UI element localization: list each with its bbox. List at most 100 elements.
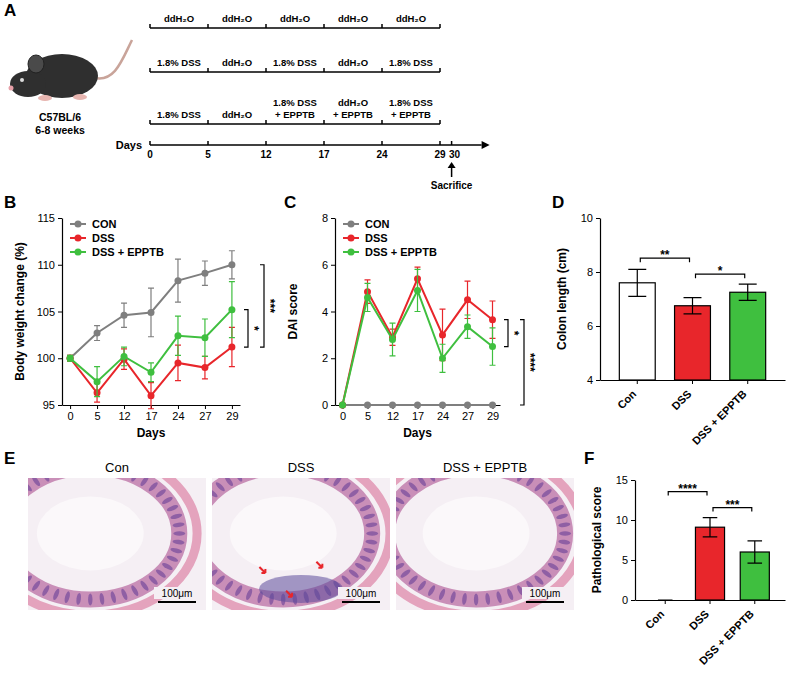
- significance-label: ***: [725, 498, 739, 512]
- error-bar: [739, 284, 757, 300]
- crypt: [359, 504, 372, 513]
- histology-image: 100μm: [369, 452, 583, 616]
- mouse-tail: [95, 40, 132, 78]
- tick-mark: [207, 141, 209, 145]
- axis-title: Body weight change (%): [13, 242, 27, 381]
- crypt: [155, 568, 167, 579]
- tick-mark: [439, 141, 441, 145]
- mouse-foot: [38, 95, 52, 101]
- timeline-tick: [323, 24, 325, 28]
- timeline-tick: [265, 24, 267, 28]
- axis-title: Days: [403, 426, 432, 440]
- marker: [364, 402, 371, 409]
- legend-entry: DSS: [70, 232, 115, 244]
- timeline-row: 1.8% DSSddH₂O1.8% DSSddH₂O1.8% DSS: [150, 57, 440, 72]
- axis-title: Pathological score: [590, 486, 604, 593]
- tick: 4: [322, 306, 335, 318]
- panel-letter: D: [552, 193, 564, 212]
- marker: [364, 294, 371, 301]
- crypt: [556, 547, 569, 554]
- tick-label: 29: [434, 149, 446, 160]
- crypt: [396, 562, 405, 572]
- crypt: [234, 584, 244, 597]
- crypt: [348, 488, 360, 499]
- timeline-segment: [266, 27, 324, 29]
- timeline-tick: [439, 24, 441, 28]
- tick: 5: [622, 554, 635, 566]
- tick-label: 2: [322, 352, 328, 364]
- tick-label: 0: [622, 594, 628, 606]
- marker: [389, 402, 396, 409]
- crypt: [348, 568, 360, 579]
- tick: DSS + EPPTB: [690, 380, 749, 447]
- error-bar: [175, 316, 181, 355]
- timeline-row: 1.8% DSSddH₂O1.8% DSS+ EPPTBddH₂O+ EPPTB…: [150, 97, 440, 124]
- timeline-tick: [265, 68, 267, 72]
- series: [67, 282, 236, 397]
- crypt: [363, 513, 376, 520]
- crypt: [147, 481, 159, 493]
- marker: [121, 312, 128, 319]
- marker: [174, 359, 181, 366]
- crypt: [340, 574, 352, 586]
- crypt: [28, 481, 33, 493]
- tick-mark: [331, 312, 335, 313]
- tick-mark: [124, 405, 125, 409]
- legend-label: CON: [365, 218, 390, 230]
- legend: CONDSSDSS + EPPTB: [343, 218, 437, 258]
- tick: 8: [322, 212, 335, 224]
- image-title: DSS: [288, 460, 315, 475]
- crypt: [139, 580, 150, 592]
- timeline-segment: [150, 123, 208, 125]
- plot-area: [658, 518, 769, 600]
- legend-label: DSS: [92, 232, 115, 244]
- tick-label: 15: [616, 474, 628, 486]
- tick: 24: [172, 405, 184, 422]
- crypt: [245, 588, 254, 601]
- tick: 115: [37, 212, 62, 224]
- bar: [730, 292, 766, 380]
- tick-mark: [631, 560, 635, 561]
- crypt: [399, 488, 411, 499]
- crypt: [396, 554, 400, 563]
- treatment-label: ddH₂O: [222, 57, 252, 68]
- error-bar: [490, 328, 496, 365]
- timeline-segment: [382, 71, 440, 73]
- tick-mark: [149, 141, 151, 145]
- tick-label: 24: [437, 410, 449, 422]
- timeline-row: ddH₂OddH₂OddH₂OddH₂OddH₂O: [150, 13, 440, 28]
- crypt: [533, 574, 545, 586]
- tick: 6: [322, 259, 335, 271]
- tick-mark: [331, 218, 335, 219]
- panel-letter: A: [4, 1, 16, 20]
- tick-mark: [596, 326, 600, 327]
- significance-label: *: [247, 326, 261, 331]
- axis-title: Colon length (cm): [555, 248, 569, 350]
- crypt: [359, 554, 372, 563]
- legend-label: CON: [92, 218, 117, 230]
- tick-mark: [754, 600, 755, 604]
- timeline-segment: [266, 71, 324, 73]
- mouse-icon: [9, 40, 133, 101]
- crypt: [212, 562, 213, 572]
- crypt: [170, 547, 183, 554]
- muscle-layer: [212, 478, 390, 610]
- tick: 4: [587, 374, 600, 386]
- marker: [228, 344, 235, 351]
- marker: [439, 402, 446, 409]
- timeline-tick: [149, 68, 151, 72]
- timeline-tick: [323, 120, 325, 124]
- axis-line: [335, 219, 336, 406]
- legend-label: DSS + EPPTB: [92, 246, 164, 258]
- crypt: [533, 481, 545, 493]
- indicator-arrow: [259, 567, 265, 573]
- crypt: [363, 547, 376, 554]
- marker: [489, 402, 496, 409]
- image-content: [396, 478, 574, 610]
- crypt: [52, 588, 61, 601]
- tick: 0: [68, 405, 74, 422]
- tick: 0: [322, 399, 335, 411]
- marker: [464, 296, 471, 303]
- tick-mark: [596, 380, 600, 381]
- marker: [148, 392, 155, 399]
